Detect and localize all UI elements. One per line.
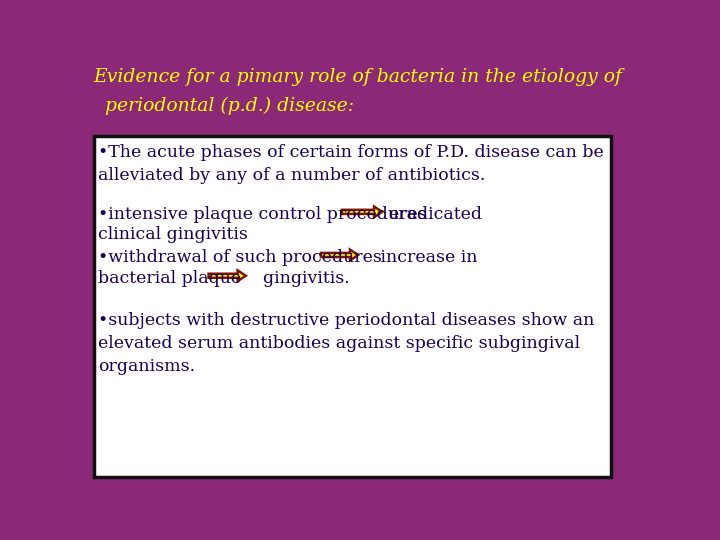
Bar (94, 137, 611, 477)
Text: periodontal (p.d.) disease:: periodontal (p.d.) disease: (93, 97, 354, 116)
Text: gingivitis.: gingivitis. (252, 269, 350, 287)
Text: increase in: increase in (364, 249, 478, 266)
Text: Evidence for a pimary role of bacteria in the etiology of: Evidence for a pimary role of bacteria i… (93, 68, 622, 86)
FancyArrow shape (321, 249, 358, 260)
Text: bacterial plaque: bacterial plaque (98, 269, 241, 287)
Text: •intensive plaque control procedures: •intensive plaque control procedures (98, 206, 426, 222)
Text: •subjects with destructive periodontal diseases show an
elevated serum antibodie: •subjects with destructive periodontal d… (98, 312, 594, 375)
FancyArrow shape (209, 271, 246, 281)
Text: eradicated: eradicated (388, 206, 482, 222)
Text: •The acute phases of certain forms of P.D. disease can be
alleviated by any of a: •The acute phases of certain forms of P.… (98, 144, 603, 184)
Bar (90, 65, 648, 134)
Text: clinical gingivitis: clinical gingivitis (98, 226, 248, 243)
Text: •withdrawal of such procedures: •withdrawal of such procedures (98, 249, 382, 266)
FancyArrow shape (342, 206, 382, 217)
